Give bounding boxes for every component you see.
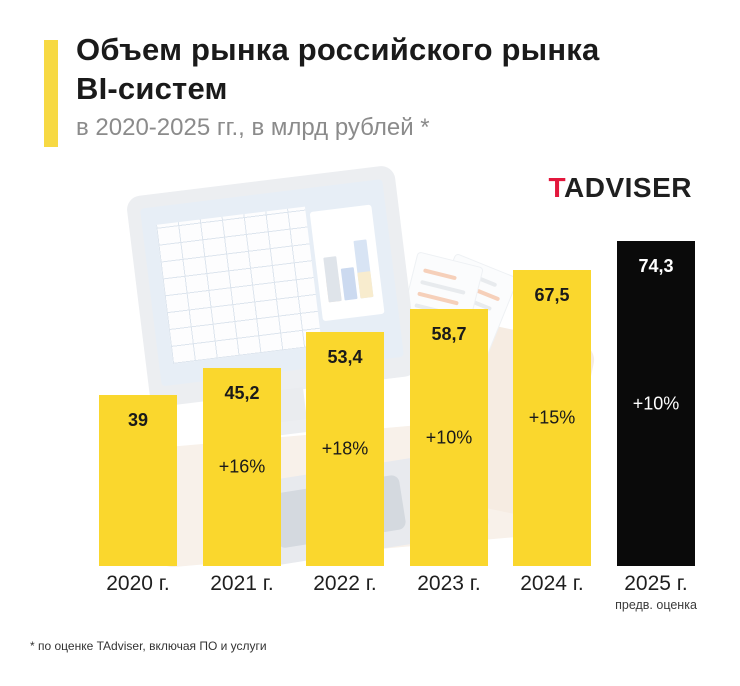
footnote: * по оценке TAdviser, включая ПО и услуг…: [30, 639, 267, 653]
bar-column: 45,2 +16% 2021 г.: [203, 236, 281, 616]
bar-column: 39 2020 г.: [99, 236, 177, 616]
bar-value-label: 39: [127, 410, 149, 430]
bar-column: 58,7 +10% 2023 г.: [410, 236, 488, 616]
chart-bar: 58,7 +10%: [410, 309, 488, 566]
bar-value-label: 58,7: [431, 324, 467, 344]
bar-category-label: 2025 г.: [624, 572, 688, 595]
bar-growth-label: +18%: [321, 438, 369, 459]
chart-bar: 53,4 +18%: [306, 332, 384, 566]
bar-category-label: 2020 г.: [106, 572, 170, 595]
page-title: Объем рынка российского рынка BI-систем: [76, 30, 696, 108]
bar-column: 74,3 +10% 2025 г. предв. оценка: [615, 236, 697, 616]
bar-growth-label: +15%: [528, 407, 576, 428]
title-line1: Объем рынка российского рынка: [76, 32, 600, 67]
bar-category-label: 2021 г.: [210, 572, 274, 595]
bar-growth-label: +16%: [218, 456, 266, 477]
page-subtitle: в 2020-2025 гг., в млрд рублей *: [76, 114, 430, 141]
title-line2: BI-систем: [76, 71, 228, 106]
logo-letter-t: T: [548, 172, 565, 203]
bar-category-label: 2022 г.: [313, 572, 377, 595]
bar-chart: 39 2020 г. 45,2 +16% 2021 г. 53,4 +18% 2022 г. 5…: [99, 236, 697, 616]
bar-category-label: 2023 г.: [417, 572, 481, 595]
bar-value-label: 53,4: [327, 347, 363, 367]
title-accent-bar: [44, 40, 58, 147]
chart-bar: 74,3 +10%: [617, 241, 695, 566]
bar-note-label: предв. оценка: [615, 598, 697, 612]
bar-value-label: 74,3: [638, 256, 674, 276]
bar-column: 67,5 +15% 2024 г.: [513, 236, 591, 616]
chart-bar: 67,5 +15%: [513, 270, 591, 566]
bar-growth-label: +10%: [425, 427, 473, 447]
bar-column: 53,4 +18% 2022 г.: [306, 236, 384, 616]
chart-bar: 39: [99, 395, 177, 566]
logo-rest: ADVISER: [564, 172, 692, 203]
bar-value-label: 67,5: [534, 285, 570, 305]
bar-growth-label: +10%: [632, 393, 680, 413]
chart-bar: 45,2 +16%: [203, 368, 281, 566]
bar-category-label: 2024 г.: [520, 572, 584, 595]
tadviser-logo: TADVISER: [549, 172, 693, 204]
bar-value-label: 45,2: [224, 383, 260, 403]
